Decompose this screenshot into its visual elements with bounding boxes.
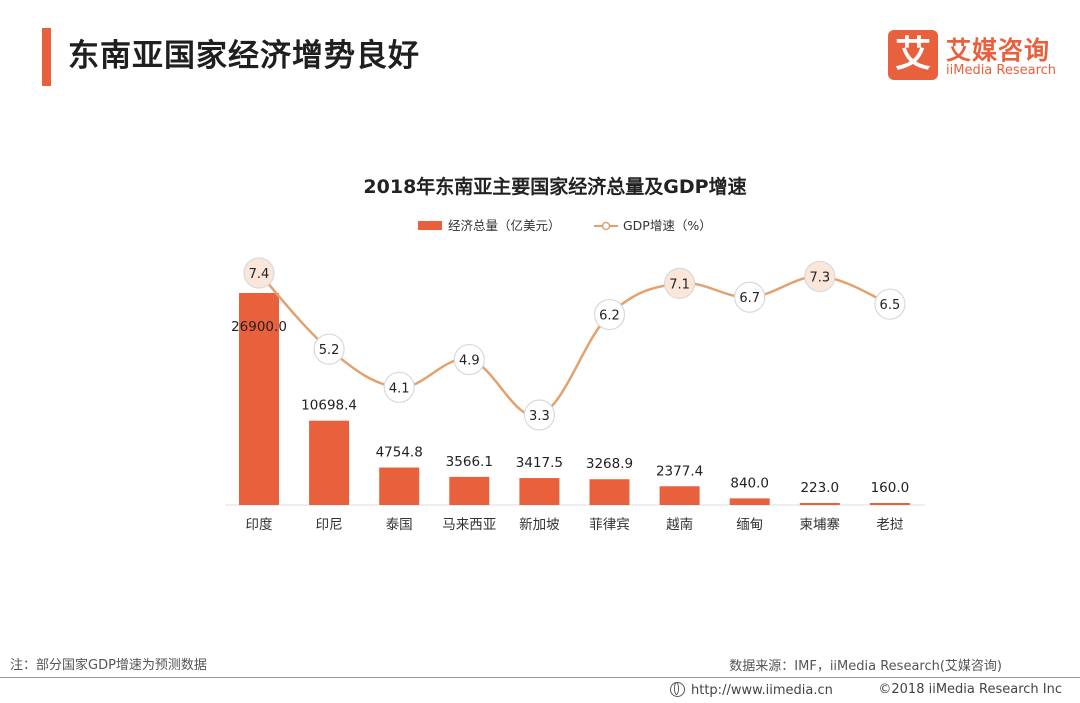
bar-4 bbox=[519, 478, 560, 505]
growth-value-label-3: 4.9 bbox=[459, 354, 480, 369]
bar-value-label-4: 3417.5 bbox=[516, 455, 563, 471]
logo-chinese-name: 艾媒咨询 bbox=[946, 36, 1051, 65]
growth-marker-9 bbox=[874, 288, 906, 320]
footer-copyright: ©2018 iiMedia Research Inc bbox=[878, 682, 1062, 697]
globe-icon bbox=[670, 682, 685, 697]
growth-line bbox=[258, 272, 891, 417]
legend-line-label: GDP增速（%） bbox=[623, 218, 712, 233]
bar-5 bbox=[589, 479, 630, 505]
x-tick-label-0: 印度 bbox=[246, 517, 273, 533]
growth-value-label-7: 6.7 bbox=[739, 291, 760, 306]
x-tick-label-5: 菲律宾 bbox=[589, 517, 630, 533]
growth-value-label-0: 7.4 bbox=[249, 267, 270, 282]
chart-legend: 经济总量（亿美元） GDP增速（%） bbox=[418, 218, 712, 233]
bar-value-label-1: 10698.4 bbox=[301, 398, 357, 414]
bar-3 bbox=[449, 476, 490, 505]
x-tick-label-8: 柬埔寨 bbox=[800, 516, 841, 533]
bar-6 bbox=[659, 486, 700, 505]
footer-url[interactable]: http://www.iimedia.cn bbox=[670, 682, 833, 698]
footer-divider bbox=[0, 677, 1080, 678]
bar-8 bbox=[799, 503, 840, 505]
growth-line-layer: 7.4 5.2 4.1 4.9 3.3 6.2 7.1 6.7 7.3 6.5 bbox=[243, 257, 906, 431]
bar-7 bbox=[729, 498, 770, 505]
page-title: 东南亚国家经济增势良好 bbox=[68, 38, 420, 74]
data-source: 数据来源：IMF，iiMedia Research(艾媒咨询) bbox=[729, 659, 1002, 674]
growth-marker-3 bbox=[453, 343, 485, 376]
bar-value-label-9: 160.0 bbox=[871, 480, 910, 496]
growth-marker-5 bbox=[593, 298, 626, 331]
bar-0 bbox=[239, 293, 279, 505]
bar-value-label-0: 26900.0 bbox=[231, 319, 287, 335]
bar-value-label-3: 3566.1 bbox=[446, 454, 493, 470]
growth-value-label-4: 3.3 bbox=[529, 409, 550, 424]
growth-value-label-6: 7.1 bbox=[669, 277, 690, 292]
growth-value-label-2: 4.1 bbox=[389, 381, 410, 396]
x-tick-label-1: 印尼 bbox=[316, 517, 343, 533]
growth-value-label-1: 5.2 bbox=[319, 343, 340, 358]
growth-marker-8 bbox=[804, 260, 836, 293]
x-tick-label-2: 泰国 bbox=[386, 517, 413, 533]
bar-value-label-8: 223.0 bbox=[800, 480, 839, 496]
bar-2 bbox=[379, 467, 420, 505]
logo-english-name: iiMedia Research bbox=[946, 63, 1057, 78]
x-tick-label-3: 马来西亚 bbox=[442, 517, 496, 533]
title-accent-bar bbox=[42, 28, 51, 86]
x-tick-label-7: 缅甸 bbox=[736, 517, 763, 533]
bars-layer: 26900.0 10698.4 4754.8 3566.1 3417.5 3268.9 23… bbox=[231, 293, 910, 505]
growth-value-label-5: 6.2 bbox=[599, 309, 620, 324]
growth-value-label-8: 7.3 bbox=[809, 270, 830, 285]
bar-value-label-6: 2377.4 bbox=[656, 463, 703, 479]
x-tick-label-9: 老挝 bbox=[876, 517, 904, 533]
brand-logo: 艾 艾媒咨询 iiMedia Research bbox=[888, 30, 1068, 82]
growth-value-label-9: 6.5 bbox=[880, 298, 901, 313]
bar-1 bbox=[309, 420, 350, 505]
footer-url-text: http://www.iimedia.cn bbox=[691, 683, 833, 698]
growth-marker-7 bbox=[734, 281, 766, 313]
logo-mark-icon: 艾 bbox=[888, 30, 938, 80]
growth-marker-1 bbox=[313, 333, 345, 365]
legend-bar-label: 经济总量（亿美元） bbox=[448, 218, 561, 233]
footnote: 注：部分国家GDP增速为预测数据 bbox=[10, 658, 207, 673]
bar-value-label-7: 840.0 bbox=[730, 475, 769, 491]
growth-marker-2 bbox=[383, 371, 415, 403]
legend-bar-swatch bbox=[418, 221, 442, 230]
legend-line-marker bbox=[601, 221, 611, 231]
chart-title: 2018年东南亚主要国家经济总量及GDP增速 bbox=[363, 175, 746, 198]
x-tick-label-6: 越南 bbox=[666, 517, 693, 533]
growth-marker-6 bbox=[663, 267, 696, 299]
bar-value-label-2: 4754.8 bbox=[376, 445, 423, 461]
x-tick-label-4: 新加坡 bbox=[519, 517, 560, 533]
bar-value-label-5: 3268.9 bbox=[586, 456, 633, 472]
x-tick-labels: 印度 印尼 泰国 马来西亚 新加坡 菲律宾 越南 缅甸 柬埔寨 老挝 bbox=[246, 516, 904, 533]
growth-marker-0 bbox=[243, 257, 275, 289]
growth-marker-4 bbox=[523, 399, 556, 431]
bar-9 bbox=[869, 503, 910, 505]
